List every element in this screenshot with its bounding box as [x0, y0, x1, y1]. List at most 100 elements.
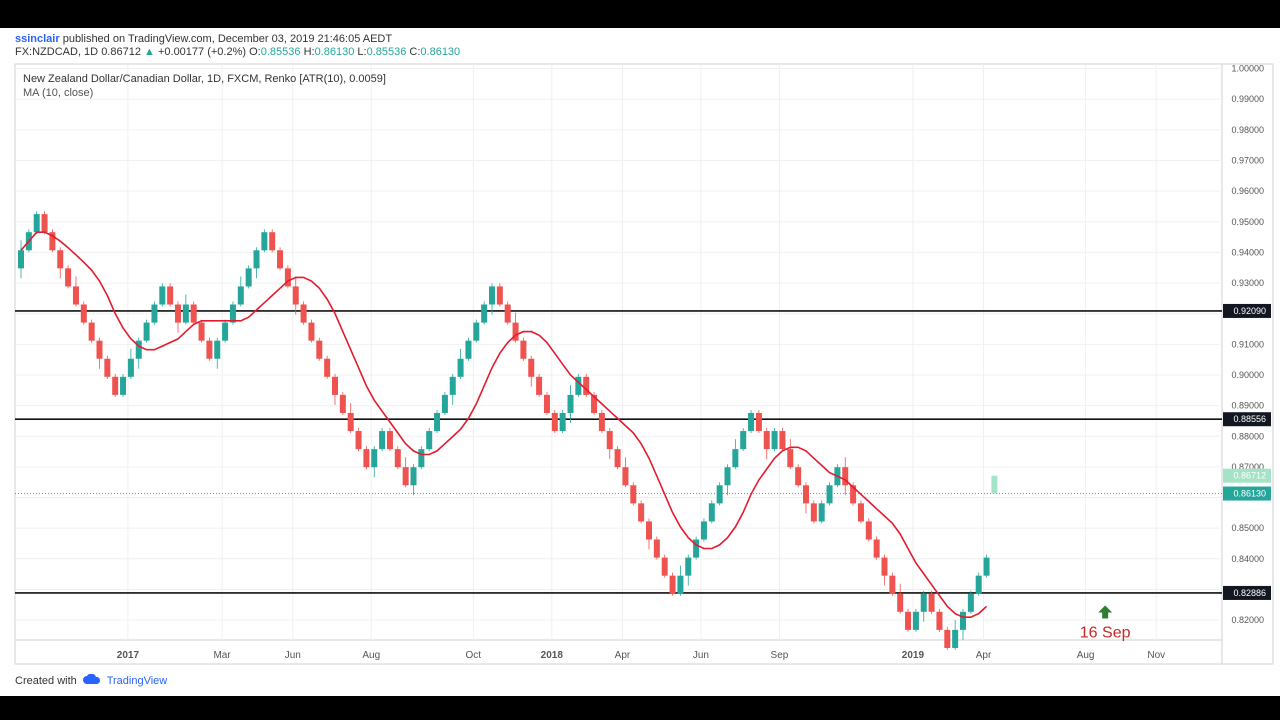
publish-info: ssinclair published on TradingView.com, …	[15, 33, 392, 45]
up-brick	[465, 340, 472, 359]
down-brick	[755, 412, 762, 432]
price-tick-label: 0.84000	[1231, 554, 1264, 564]
time-tick-label: Nov	[1147, 650, 1165, 661]
down-brick	[206, 340, 213, 359]
up-brick	[473, 322, 480, 341]
renko-chart[interactable]: 0.820000.830000.840000.850000.860000.870…	[0, 28, 1280, 668]
up-brick	[685, 557, 692, 576]
price-label-box	[1223, 486, 1271, 501]
down-brick	[300, 304, 307, 323]
down-brick	[630, 485, 637, 504]
up-brick	[716, 485, 723, 504]
up-brick	[214, 340, 221, 359]
down-brick	[292, 286, 299, 305]
up-brick	[33, 214, 40, 233]
up-brick	[449, 376, 456, 395]
tradingview-link[interactable]: TradingView	[106, 675, 168, 687]
down-brick	[394, 449, 401, 468]
up-brick	[151, 304, 158, 323]
up-brick	[481, 304, 488, 323]
down-brick	[65, 268, 72, 287]
down-brick	[803, 485, 809, 504]
down-brick	[905, 611, 912, 630]
price-tick-label: 0.87000	[1231, 462, 1264, 472]
price-tick-label: 0.98000	[1231, 125, 1264, 135]
price-label-box	[1223, 585, 1271, 600]
down-brick	[881, 557, 888, 576]
time-tick-label: Aug	[362, 650, 380, 661]
price-tick-label: 0.88000	[1231, 431, 1264, 441]
open-value: 0.85536	[260, 46, 301, 58]
annotation-label: 16 Sep	[1080, 624, 1131, 641]
down-brick	[80, 304, 87, 323]
chart-title: New Zealand Dollar/Canadian Dollar, 1D, …	[23, 73, 386, 85]
time-tick-label: Oct	[466, 650, 482, 661]
time-tick-label: Jun	[285, 650, 301, 661]
up-brick	[222, 322, 229, 341]
time-tick-label: 2017	[117, 650, 140, 661]
up-brick	[575, 376, 582, 395]
price-label-box	[1223, 303, 1271, 318]
author-link[interactable]: ssinclair	[15, 33, 60, 45]
price-label-text: 0.92090	[1233, 306, 1266, 316]
high-value: 0.86130	[314, 46, 355, 58]
price-tick-label: 0.94000	[1231, 247, 1264, 257]
symbol-quote-line: FX:NZDCAD, 1D 0.86712 ▲ +0.00177 (+0.2%)…	[15, 46, 460, 58]
price-tick-label: 0.82000	[1231, 615, 1264, 625]
up-brick	[912, 611, 919, 630]
up-brick	[457, 358, 464, 377]
up-brick	[434, 412, 441, 432]
up-brick	[748, 412, 755, 432]
down-brick	[638, 503, 645, 522]
down-brick	[190, 304, 197, 323]
up-brick	[159, 286, 166, 305]
up-brick	[677, 575, 684, 594]
price-tick-label: 0.97000	[1231, 156, 1264, 166]
up-brick	[127, 358, 134, 377]
up-brick	[229, 304, 236, 323]
price-labels: 0.92090 0.88556 0.86712 0.86130 0.82886	[1223, 303, 1271, 600]
down-brick	[41, 214, 48, 233]
down-brick	[536, 376, 543, 395]
down-brick	[944, 629, 951, 648]
high-label: H:	[303, 46, 315, 58]
up-brick	[975, 575, 982, 594]
up-brick	[489, 286, 495, 305]
price-tick-label: 0.89000	[1231, 401, 1264, 411]
time-tick-label: Mar	[213, 650, 231, 661]
up-brick	[418, 449, 425, 468]
down-brick	[857, 503, 864, 522]
down-brick	[104, 358, 111, 377]
down-brick	[779, 431, 786, 450]
projected-brick	[991, 475, 998, 494]
up-brick	[371, 449, 378, 468]
open-label: O:	[249, 46, 261, 58]
down-brick	[88, 322, 95, 341]
up-arrow-icon	[1098, 605, 1113, 619]
up-brick	[182, 304, 189, 323]
down-brick	[936, 611, 943, 630]
time-axis: 2017 Mar Jun Aug Oct 2018 Apr Jun Sep 2019 Apr Aug N…	[117, 650, 1165, 661]
up-brick	[771, 431, 778, 450]
renko-bricks	[18, 211, 998, 650]
price-label-text: 0.86712	[1233, 471, 1266, 481]
down-brick	[324, 358, 331, 377]
down-brick	[810, 503, 817, 522]
down-brick	[496, 286, 503, 305]
low-value: 0.85536	[366, 46, 407, 58]
down-brick	[175, 304, 181, 323]
up-brick	[410, 467, 417, 486]
down-brick	[653, 539, 660, 558]
up-brick	[135, 340, 142, 359]
time-tick-label: Aug	[1077, 650, 1095, 661]
down-brick	[528, 358, 535, 377]
ma-line	[20, 231, 988, 619]
down-brick	[598, 412, 605, 432]
close-value: 0.86130	[420, 46, 461, 58]
down-brick	[850, 485, 857, 504]
up-brick	[708, 503, 715, 522]
down-brick	[402, 467, 409, 486]
low-label: L:	[357, 46, 367, 58]
up-brick	[567, 394, 574, 413]
moving-average	[20, 231, 988, 619]
